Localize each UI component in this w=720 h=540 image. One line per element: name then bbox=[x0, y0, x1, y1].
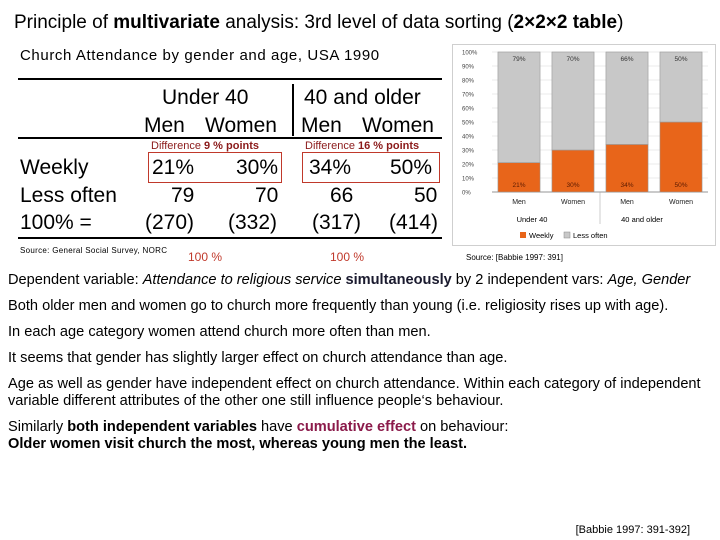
data-label: 34% bbox=[620, 182, 633, 189]
x-category-label: Men bbox=[620, 199, 634, 206]
chart-data-labels: 21% 79% 30% 70% 34% 66% 50% 50% bbox=[512, 56, 687, 189]
group-40-older: 40 and older bbox=[304, 86, 421, 109]
group-under-40: Under 40 bbox=[162, 86, 249, 109]
difference-40-older: Difference 16 % points bbox=[305, 140, 420, 152]
bar-segment-less-often bbox=[497, 51, 541, 163]
percent-total-right: 100 % bbox=[330, 250, 365, 264]
citation: [Babbie 1997: 391-392] bbox=[575, 524, 690, 536]
data-label: 79% bbox=[512, 56, 525, 63]
cell-total-women-old: (414) bbox=[389, 211, 439, 234]
bar-segment-less-often bbox=[659, 51, 703, 123]
data-label: 30% bbox=[566, 182, 579, 189]
conclusion-sentence: Older women visit church the most, where… bbox=[8, 436, 468, 452]
y-tick-label: 50% bbox=[462, 121, 475, 127]
bar-segment-less-often bbox=[551, 51, 595, 151]
y-tick-label: 100% bbox=[462, 51, 478, 57]
cell-total-men-young: (270) bbox=[145, 211, 195, 234]
cell-weekly-men-young: 21% bbox=[152, 156, 195, 179]
table-bottom-rule bbox=[18, 237, 442, 239]
paragraph-gender-effect: In each age category women attend church… bbox=[8, 324, 431, 340]
cell-less-men-old: 66 bbox=[330, 184, 354, 207]
explanation-text: Dependent variable: Attendance to religi… bbox=[8, 272, 716, 453]
bar-segment-weekly bbox=[605, 144, 649, 193]
cell-weekly-men-old: 34% bbox=[309, 156, 352, 179]
col-women-old: Women bbox=[362, 114, 434, 137]
col-men-old: Men bbox=[301, 114, 342, 137]
x-category-label: Men bbox=[512, 199, 526, 206]
chart-source: Source: [Babbie 1997: 391] bbox=[466, 253, 563, 262]
table-subtitle: Church Attendance by gender and age, USA… bbox=[20, 47, 380, 64]
data-label: 66% bbox=[620, 56, 633, 63]
chart-group-under-40: Under 40 bbox=[517, 215, 548, 224]
cell-total-men-old: (317) bbox=[312, 211, 362, 234]
row-label-total: 100% = bbox=[20, 211, 92, 234]
row-label-less-often: Less often bbox=[20, 184, 117, 207]
chart-x-categories: Men Women Men Women bbox=[512, 199, 693, 206]
y-tick-label: 90% bbox=[462, 65, 475, 71]
bar-segment-weekly bbox=[659, 121, 703, 193]
y-tick-label: 30% bbox=[462, 149, 475, 155]
x-category-label: Women bbox=[669, 199, 693, 206]
legend-weekly: Weekly bbox=[529, 231, 554, 240]
paragraph-gender-vs-age: It seems that gender has slightly larger… bbox=[8, 350, 508, 366]
chart-y-ticks: 0% 10% 20% 30% 40% 50% 60% 70% 80% 90% 100% bbox=[462, 51, 478, 197]
data-label: 70% bbox=[566, 56, 579, 63]
chart-group-40-older: 40 and older bbox=[621, 215, 663, 224]
bar-segment-weekly bbox=[551, 149, 595, 193]
cell-less-women-young: 70 bbox=[255, 184, 279, 207]
highlight-box-young bbox=[148, 152, 282, 183]
legend-less-often: Less often bbox=[573, 231, 608, 240]
paragraph-independent-effect: Age as well as gender have independent e… bbox=[8, 376, 701, 409]
highlight-box-old bbox=[302, 152, 440, 183]
cell-less-men-young: 79 bbox=[171, 184, 195, 207]
stacked-bar-chart: 0% 10% 20% 30% 40% 50% 60% 70% 80% 90% 100% 21% 79%… bbox=[452, 44, 716, 246]
table-top-rule bbox=[18, 78, 442, 80]
table-source: Source: General Social Survey, NORC bbox=[20, 246, 168, 255]
data-label: 21% bbox=[512, 182, 525, 189]
data-label: 50% bbox=[674, 182, 687, 189]
paragraph-age-effect: Both older men and women go to church mo… bbox=[8, 298, 669, 314]
cell-total-women-young: (332) bbox=[228, 211, 278, 234]
col-men-young: Men bbox=[144, 114, 185, 137]
legend-swatch-less-often bbox=[563, 231, 571, 239]
percent-total-left: 100 % bbox=[188, 250, 223, 264]
header-rule bbox=[18, 137, 442, 139]
group-divider bbox=[292, 84, 294, 136]
paragraph-cumulative-effect: Similarly both independent variables hav… bbox=[8, 419, 509, 452]
cell-weekly-women-young: 30% bbox=[236, 156, 279, 179]
y-tick-label: 80% bbox=[462, 79, 475, 85]
y-tick-label: 20% bbox=[462, 163, 475, 169]
row-label-weekly: Weekly bbox=[20, 156, 89, 179]
y-tick-label: 10% bbox=[462, 177, 475, 183]
difference-under-40: Difference 9 % points bbox=[151, 140, 260, 152]
x-category-label: Women bbox=[561, 199, 585, 206]
y-tick-label: 70% bbox=[462, 93, 475, 99]
y-tick-label: 40% bbox=[462, 135, 475, 141]
slide-title: Principle of multivariate analysis: 3rd … bbox=[14, 12, 624, 33]
data-label: 50% bbox=[674, 56, 687, 63]
y-tick-label: 60% bbox=[462, 107, 475, 113]
chart-bars bbox=[497, 51, 703, 193]
cell-weekly-women-old: 50% bbox=[390, 156, 433, 179]
bar-segment-weekly bbox=[497, 162, 541, 193]
bar-segment-less-often bbox=[605, 51, 649, 145]
legend-swatch-weekly bbox=[520, 232, 526, 238]
col-women-young: Women bbox=[205, 114, 277, 137]
y-tick-label: 0% bbox=[462, 191, 471, 197]
paragraph-dependent-variable: Dependent variable: Attendance to religi… bbox=[8, 272, 691, 288]
cell-less-women-old: 50 bbox=[414, 184, 438, 207]
